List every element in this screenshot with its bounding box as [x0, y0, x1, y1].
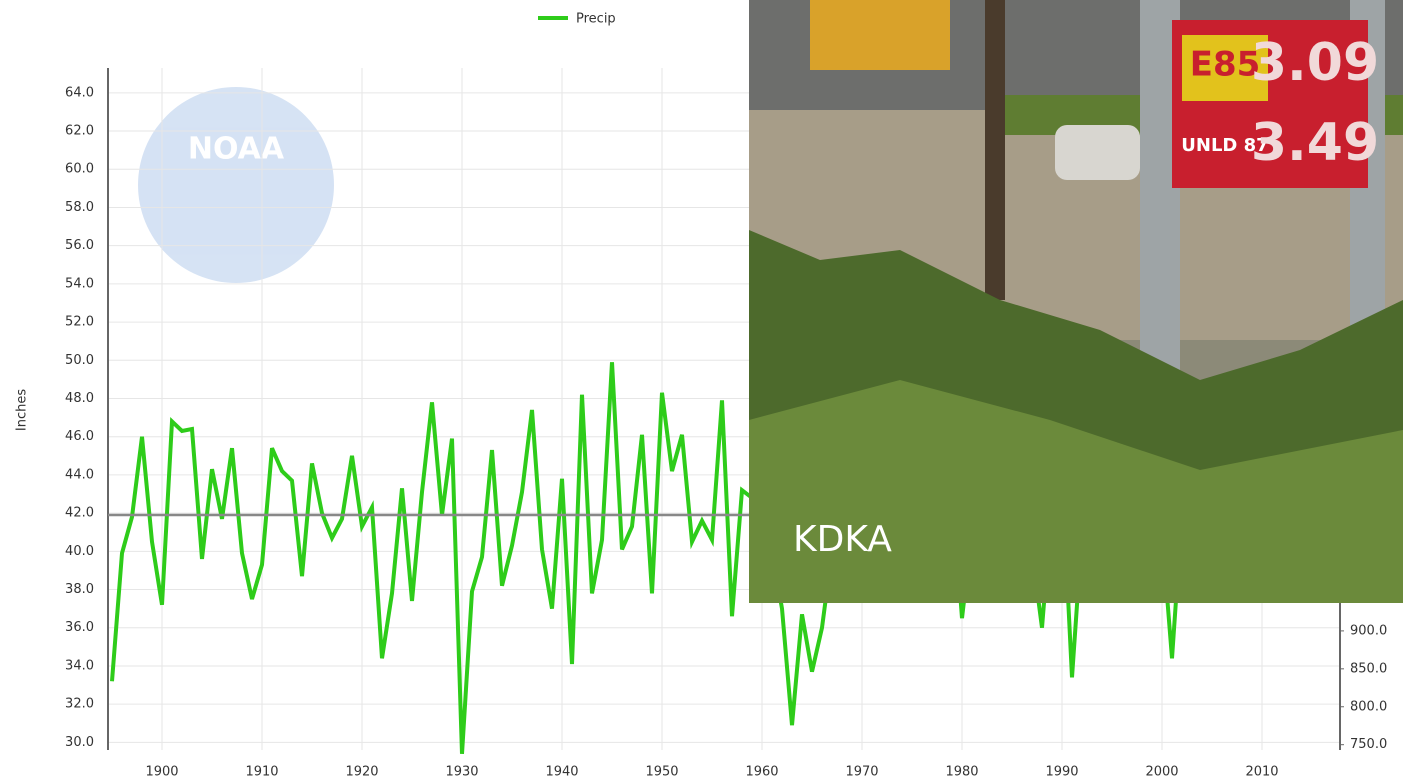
y-tick-label: 60.0: [65, 162, 94, 177]
y-tick-label: 42.0: [65, 506, 94, 521]
y-tick-label: 30.0: [65, 735, 94, 750]
y-tick-label: 58.0: [65, 200, 94, 215]
logo-circle: [138, 87, 334, 283]
x-tick-label: 1990: [1045, 765, 1078, 780]
x-tick-label: 2010: [1245, 765, 1278, 780]
truck: [810, 0, 950, 70]
x-tick-label: 1980: [945, 765, 978, 780]
y-tick-label: 36.0: [65, 620, 94, 635]
y-tick-label: 44.0: [65, 467, 94, 482]
x-tick-label: 1900: [145, 765, 178, 780]
x-tick-label: 1950: [645, 765, 678, 780]
sign-text: 3.49: [1251, 113, 1379, 173]
x-tick-label: 1930: [445, 765, 478, 780]
y2-tick-label: 750.0: [1350, 737, 1387, 752]
x-tick-label: 2000: [1145, 765, 1178, 780]
car: [1055, 125, 1140, 180]
x-tick-label: 1970: [845, 765, 878, 780]
x-tick-label: 1910: [245, 765, 278, 780]
y-tick-label: 32.0: [65, 697, 94, 712]
pole: [985, 0, 1005, 300]
logo: NOAA: [138, 87, 334, 283]
watermark: KDKA: [793, 519, 892, 560]
logo-text: NOAA: [188, 132, 285, 167]
y-tick-label: 46.0: [65, 429, 94, 444]
y2-tick-label: 850.0: [1350, 661, 1387, 676]
y2-tick-label: 800.0: [1350, 699, 1387, 714]
y-tick-label: 38.0: [65, 582, 94, 597]
x-tick-label: 1940: [545, 765, 578, 780]
y-tick-label: 64.0: [65, 85, 94, 100]
chart: Inches NOAA 30.0 32.0 34.0 36.0 38.0 40.0 42.0 4…: [0, 0, 1403, 783]
sign-text: E85: [1190, 45, 1261, 85]
y-tick-label: 50.0: [65, 353, 94, 368]
y-axis-label: Inches: [15, 389, 30, 431]
page: {"chart_data": {"type": "line", "y_axis_…: [0, 0, 1403, 783]
y-tick-label: 48.0: [65, 391, 94, 406]
x-tick-label: 1920: [345, 765, 378, 780]
x-tick-label: 1960: [745, 765, 778, 780]
y-tick-label: 56.0: [65, 238, 94, 253]
y2-tick-label: 900.0: [1350, 623, 1387, 638]
sign-text: 3.09: [1251, 33, 1379, 93]
y-tick-label: 54.0: [65, 276, 94, 291]
legend-label: Precip: [576, 12, 616, 27]
y-tick-label: 34.0: [65, 658, 94, 673]
y-tick-label: 62.0: [65, 124, 94, 139]
y-tick-label: 52.0: [65, 315, 94, 330]
y-tick-label: 40.0: [65, 544, 94, 559]
